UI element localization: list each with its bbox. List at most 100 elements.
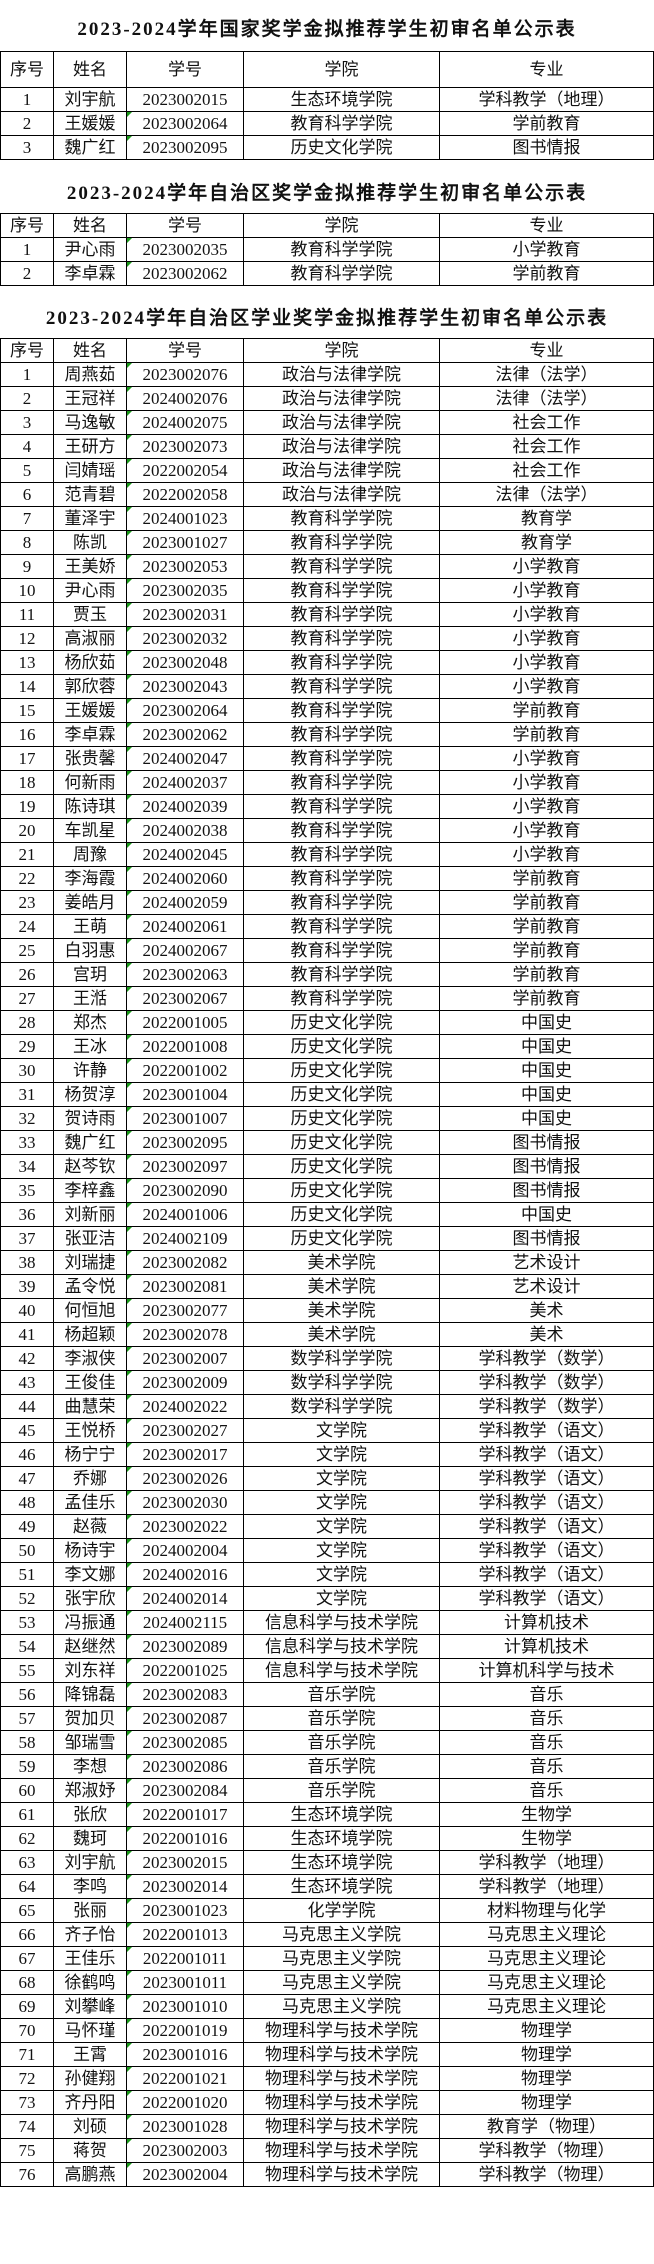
cell-major: 社会工作 — [439, 434, 654, 459]
header-major: 专业 — [439, 51, 654, 88]
cell-student-id: 2023002067 — [126, 986, 244, 1011]
cell-index: 1 — [0, 87, 54, 112]
table-row: 47 乔娜 2023002026 文学院 学科教学（语文） — [0, 1466, 654, 1491]
header-major: 专业 — [439, 213, 654, 238]
cell-index: 1 — [0, 362, 54, 387]
cell-student-id: 2024002039 — [126, 794, 244, 819]
table-row: 27 王湉 2023002067 教育科学学院 学前教育 — [0, 986, 654, 1011]
cell-student-id: 2023002062 — [126, 261, 244, 286]
cell-major: 小学教育 — [439, 626, 654, 651]
cell-major: 学科教学（语文） — [439, 1538, 654, 1563]
cell-student-id: 2023002078 — [126, 1322, 244, 1347]
cell-index: 5 — [0, 458, 54, 483]
table-row: 53 冯振通 2024002115 信息科学与技术学院 计算机技术 — [0, 1610, 654, 1635]
cell-student-id: 2023002063 — [126, 962, 244, 987]
cell-major: 小学教育 — [439, 650, 654, 675]
cell-name: 李文娜 — [53, 1562, 127, 1587]
cell-major: 小学教育 — [439, 842, 654, 867]
cell-name: 刘宇航 — [53, 87, 127, 112]
cell-college: 文学院 — [243, 1490, 440, 1515]
cell-student-id: 2024002045 — [126, 842, 244, 867]
table-row: 17 张贵馨 2024002047 教育科学学院 小学教育 — [0, 746, 654, 771]
cell-index: 34 — [0, 1154, 54, 1179]
cell-student-id: 2023002053 — [126, 554, 244, 579]
cell-name: 邹瑞雪 — [53, 1730, 127, 1755]
cell-student-id: 2023002003 — [126, 2138, 244, 2163]
cell-major: 生物学 — [439, 1802, 654, 1827]
cell-major: 马克思主义理论 — [439, 1994, 654, 2019]
cell-major: 学科教学（语文） — [439, 1562, 654, 1587]
cell-index: 63 — [0, 1850, 54, 1875]
cell-student-id: 2022001008 — [126, 1034, 244, 1059]
cell-college: 教育科学学院 — [243, 237, 440, 262]
cell-index: 50 — [0, 1538, 54, 1563]
cell-name: 刘攀峰 — [53, 1994, 127, 2019]
cell-major: 小学教育 — [439, 237, 654, 262]
cell-student-id: 2024002016 — [126, 1562, 244, 1587]
national-scholarship-title: 2023-2024学年国家奖学金拟推荐学生初审名单公示表 — [77, 19, 577, 40]
table-row: 40 何恒旭 2023002077 美术学院 美术 — [0, 1298, 654, 1323]
cell-student-id: 2023002031 — [126, 602, 244, 627]
cell-major: 中国史 — [439, 1058, 654, 1083]
cell-index: 69 — [0, 1994, 54, 2019]
cell-student-id: 2023002015 — [126, 1850, 244, 1875]
cell-name: 魏广红 — [53, 135, 127, 160]
table-row: 3 马逸敏 2024002075 政治与法律学院 社会工作 — [0, 410, 654, 435]
cell-index: 39 — [0, 1274, 54, 1299]
cell-major: 物理学 — [439, 2042, 654, 2067]
cell-name: 刘新丽 — [53, 1202, 127, 1227]
cell-index: 44 — [0, 1394, 54, 1419]
cell-name: 李鸣 — [53, 1874, 127, 1899]
table-row: 48 孟佳乐 2023002030 文学院 学科教学（语文） — [0, 1490, 654, 1515]
cell-name: 郑淑妤 — [53, 1778, 127, 1803]
header-name: 姓名 — [53, 338, 127, 363]
cell-college: 化学学院 — [243, 1898, 440, 1923]
header-index: 序号 — [0, 213, 54, 238]
cell-name: 杨诗宇 — [53, 1538, 127, 1563]
cell-index: 49 — [0, 1514, 54, 1539]
table-row: 45 王悦桥 2023002027 文学院 学科教学（语文） — [0, 1418, 654, 1443]
cell-major: 学前教育 — [439, 261, 654, 286]
cell-major: 学前教育 — [439, 914, 654, 939]
cell-name: 周豫 — [53, 842, 127, 867]
cell-major: 学科教学（物理） — [439, 2162, 654, 2187]
cell-student-id: 2024002076 — [126, 386, 244, 411]
cell-index: 37 — [0, 1226, 54, 1251]
cell-college: 教育科学学院 — [243, 674, 440, 699]
cell-college: 马克思主义学院 — [243, 1994, 440, 2019]
cell-major: 图书情报 — [439, 1226, 654, 1251]
cell-major: 图书情报 — [439, 135, 654, 160]
cell-student-id: 2024002022 — [126, 1394, 244, 1419]
table-row: 38 刘瑞捷 2023002082 美术学院 艺术设计 — [0, 1250, 654, 1275]
cell-student-id: 2024001006 — [126, 1202, 244, 1227]
cell-name: 王冠祥 — [53, 386, 127, 411]
cell-name: 曲慧荣 — [53, 1394, 127, 1419]
cell-major: 物理学 — [439, 2090, 654, 2115]
cell-index: 66 — [0, 1922, 54, 1947]
table-row: 65 张丽 2023001023 化学学院 材料物理与化学 — [0, 1898, 654, 1923]
cell-major: 小学教育 — [439, 602, 654, 627]
cell-student-id: 2023002086 — [126, 1754, 244, 1779]
table-row: 23 姜皓月 2024002059 教育科学学院 学前教育 — [0, 890, 654, 915]
cell-name: 何新雨 — [53, 770, 127, 795]
table-row: 76 高鹏燕 2023002004 物理科学与技术学院 学科教学（物理） — [0, 2162, 654, 2187]
cell-college: 音乐学院 — [243, 1778, 440, 1803]
cell-name: 赵芩钦 — [53, 1154, 127, 1179]
cell-student-id: 2023002014 — [126, 1874, 244, 1899]
table-row: 20 车凯星 2024002038 教育科学学院 小学教育 — [0, 818, 654, 843]
cell-name: 白羽惠 — [53, 938, 127, 963]
cell-college: 教育科学学院 — [243, 578, 440, 603]
cell-college: 政治与法律学院 — [243, 434, 440, 459]
cell-index: 9 — [0, 554, 54, 579]
table-row: 51 李文娜 2024002016 文学院 学科教学（语文） — [0, 1562, 654, 1587]
cell-major: 学科教学（数学） — [439, 1394, 654, 1419]
cell-major: 学前教育 — [439, 938, 654, 963]
cell-college: 文学院 — [243, 1514, 440, 1539]
cell-major: 音乐 — [439, 1754, 654, 1779]
cell-student-id: 2024002075 — [126, 410, 244, 435]
table-row: 1 刘宇航 2023002015 生态环境学院 学科教学（地理） — [0, 87, 654, 112]
cell-major: 学前教育 — [439, 866, 654, 891]
table-row: 71 王霄 2023001016 物理科学与技术学院 物理学 — [0, 2042, 654, 2067]
cell-name: 李想 — [53, 1754, 127, 1779]
cell-student-id: 2022001005 — [126, 1010, 244, 1035]
